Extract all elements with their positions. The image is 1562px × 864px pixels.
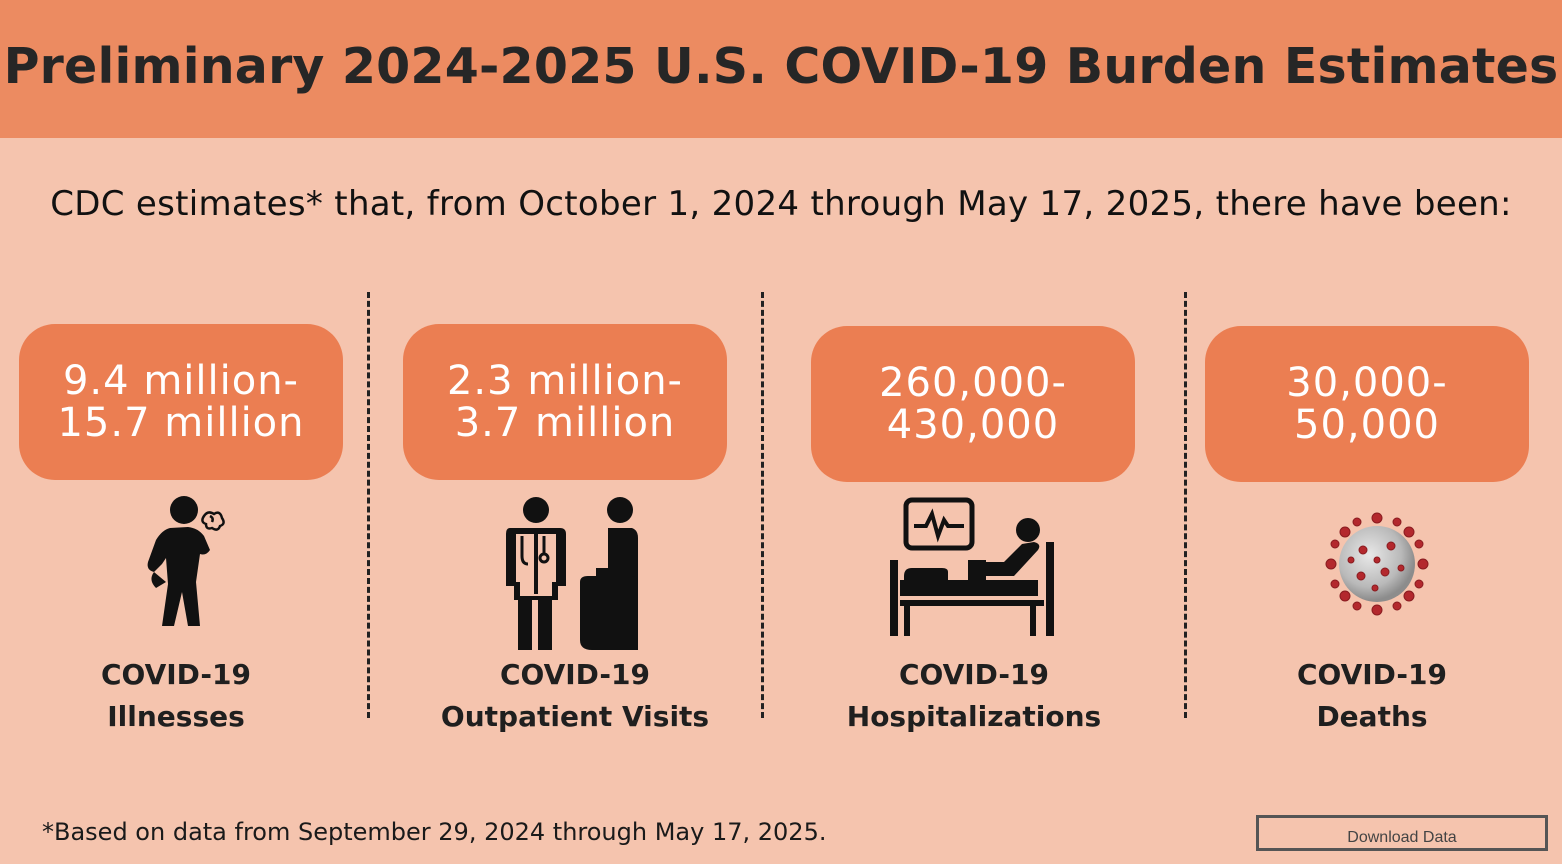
column-divider <box>1184 292 1187 718</box>
hospitalizations-stat-box: 260,000- 430,000 <box>811 326 1135 482</box>
hospitalizations-label-line2: Hospitalizations <box>846 700 1102 733</box>
illnesses-label-line2: Illnesses <box>107 700 245 733</box>
column-divider <box>761 292 764 718</box>
footnote: *Based on data from September 29, 2024 t… <box>42 818 827 846</box>
doctor-patient-icon <box>506 497 638 650</box>
hospitalizations-label-line1: COVID-19 <box>898 658 1050 691</box>
hospitalizations-value-line2: 430,000 <box>886 402 1060 448</box>
outpatient-label-line1: COVID-19 <box>499 658 651 691</box>
column-divider <box>367 292 370 718</box>
page-title: Preliminary 2024-2025 U.S. COVID-19 Burd… <box>3 38 1559 95</box>
hospitalizations-label: COVID-19 Hospitalizations <box>804 654 1144 738</box>
header-banner <box>0 0 1562 138</box>
deaths-label: COVID-19 Deaths <box>1202 654 1542 738</box>
outpatient-value-line1: 2.3 million- <box>446 358 683 404</box>
deaths-value-line1: 30,000- <box>1286 360 1448 406</box>
outpatient-stat-box: 2.3 million- 3.7 million <box>403 324 727 480</box>
illnesses-label: COVID-19 Illnesses <box>6 654 346 738</box>
subtitle: CDC estimates* that, from October 1, 202… <box>50 184 1512 224</box>
deaths-label-line2: Deaths <box>1316 700 1428 733</box>
illnesses-label-line1: COVID-19 <box>100 658 252 691</box>
illnesses-value-line1: 9.4 million- <box>62 358 299 404</box>
virus-icon <box>1325 512 1429 616</box>
illnesses-stat-box: 9.4 million- 15.7 million <box>19 324 343 480</box>
outpatient-label: COVID-19 Outpatient Visits <box>405 654 745 738</box>
coughing-person-icon <box>147 496 225 626</box>
deaths-label-line1: COVID-19 <box>1296 658 1448 691</box>
hospitalizations-value-line1: 260,000- <box>879 360 1067 406</box>
outpatient-value-line2: 3.7 million <box>454 400 676 446</box>
hospital-bed-icon <box>890 497 1054 636</box>
illnesses-value-line2: 15.7 million <box>57 400 305 446</box>
download-data-button[interactable]: Download Data <box>1256 815 1548 851</box>
outpatient-label-line2: Outpatient Visits <box>440 700 710 733</box>
deaths-stat-box: 30,000- 50,000 <box>1205 326 1529 482</box>
deaths-value-line2: 50,000 <box>1294 402 1440 448</box>
